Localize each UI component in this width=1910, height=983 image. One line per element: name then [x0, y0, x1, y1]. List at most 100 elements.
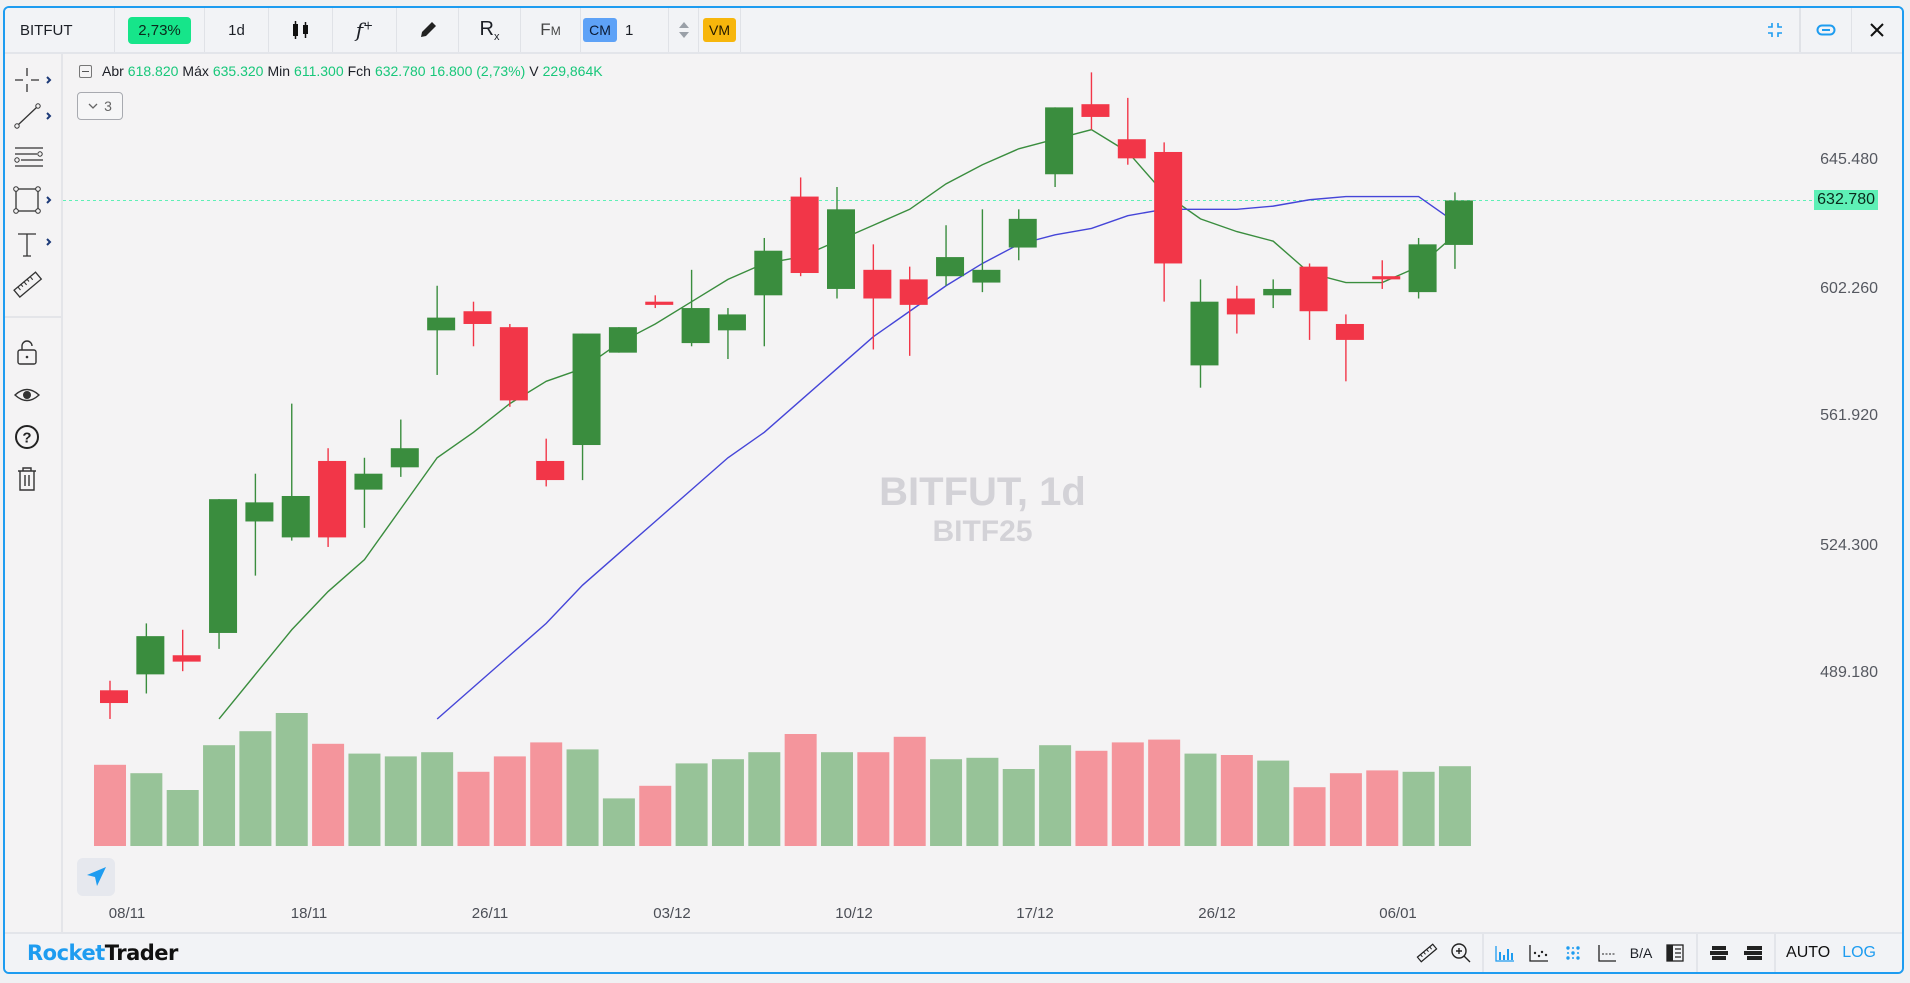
visibility-button[interactable]	[13, 378, 53, 412]
measure-button[interactable]	[1412, 938, 1442, 968]
candle	[209, 499, 238, 649]
measure-tool[interactable]	[13, 268, 53, 302]
change-value: 16.800 (2,73%)	[429, 63, 526, 79]
rockettrader-logo: RocketTrader	[27, 941, 178, 965]
vm-badge: VM	[703, 18, 736, 42]
indicators-button[interactable]: f+	[333, 8, 397, 52]
lock-drawings-button[interactable]	[13, 336, 53, 370]
cm-toggle[interactable]: CM	[581, 8, 619, 52]
link-button[interactable]	[1800, 8, 1852, 52]
indicators-toggle[interactable]: 3	[77, 92, 123, 120]
layout-right-button[interactable]	[1738, 938, 1768, 968]
volume-bar	[1075, 750, 1108, 846]
trendline-tool[interactable]	[13, 100, 53, 134]
logo-part1: Rocket	[27, 941, 105, 965]
close-button[interactable]	[1852, 8, 1902, 52]
timeframe-label: 1d	[228, 21, 245, 39]
quantity-input[interactable]: 1	[619, 8, 669, 52]
volume-bar	[566, 749, 599, 846]
collapse-button[interactable]	[1750, 8, 1800, 52]
rectangle-tool[interactable]	[13, 184, 53, 218]
top-toolbar: BITFUT 2,73% 1d f+ Rx FM CM 1 VM	[5, 8, 1902, 54]
candle	[790, 177, 819, 277]
candle	[499, 323, 528, 407]
trendline-icon	[14, 103, 52, 129]
bottom-toolbar: RocketTrader	[5, 932, 1902, 972]
ohlc-legend: Abr 618.820 Máx 635.320 Min 611.300 Fch …	[79, 63, 603, 79]
book-panel-button[interactable]	[1660, 938, 1690, 968]
close-icon	[1870, 23, 1884, 37]
volume-bar	[1111, 742, 1144, 846]
draw-button[interactable]	[397, 8, 459, 52]
candle	[936, 225, 965, 286]
delete-drawings-button[interactable]	[13, 462, 53, 496]
volume-bar	[1329, 773, 1362, 846]
vm-toggle[interactable]: VM	[699, 8, 741, 52]
volume-bar	[857, 752, 890, 846]
auto-scale-button[interactable]: AUTO	[1786, 944, 1831, 961]
volume-bar	[203, 745, 236, 846]
price-tick-label: 602.260	[1820, 280, 1878, 297]
layout-left-button[interactable]	[1704, 938, 1734, 968]
candle	[1444, 192, 1473, 269]
minimize-icon	[1767, 23, 1782, 37]
navigate-button[interactable]	[77, 858, 115, 896]
rx-button[interactable]: Rx	[459, 8, 521, 52]
volume-bar	[639, 785, 672, 846]
bid-ask-button[interactable]: B/A	[1626, 938, 1656, 968]
collapse-legend-button[interactable]	[79, 64, 92, 78]
zoom-in-button[interactable]	[1446, 938, 1476, 968]
quantity-stepper[interactable]	[669, 8, 699, 52]
date-tick-label: 08/11	[108, 905, 146, 922]
text-tool[interactable]	[13, 228, 53, 262]
close-label: Fch	[347, 63, 371, 79]
volume-bar	[930, 759, 963, 846]
volume-bar	[1184, 753, 1217, 846]
dots-toggle-button[interactable]	[1558, 938, 1588, 968]
horizontal-lines-icon	[14, 147, 43, 167]
unlock-icon	[17, 340, 37, 365]
log-scale-button[interactable]: LOG	[1842, 944, 1876, 961]
drawing-toolbar: ?	[5, 54, 63, 932]
chart-area[interactable]: Abr 618.820 Máx 635.320 Min 611.300 Fch …	[63, 54, 1902, 932]
volume-bar	[94, 764, 126, 846]
candlestick-icon	[292, 21, 308, 39]
price-tick-label: 645.480	[1820, 151, 1878, 168]
date-tick-label: 06/01	[1379, 905, 1417, 922]
help-icon: ?	[15, 425, 39, 449]
chevron-down-icon	[88, 103, 98, 109]
fm-button[interactable]: FM	[521, 8, 581, 52]
candle	[536, 438, 565, 487]
help-button[interactable]: ?	[13, 420, 53, 454]
scatter-toggle-button[interactable]	[1524, 938, 1554, 968]
volume-label: V	[529, 63, 539, 79]
volume-bar	[275, 713, 308, 846]
high-value: 635.320	[212, 63, 264, 79]
volume-toggle-button[interactable]	[1490, 938, 1520, 968]
candle	[245, 473, 274, 576]
candle	[1226, 285, 1255, 334]
date-tick-label: 26/11	[471, 905, 509, 922]
scale-group: AUTO LOG	[1774, 934, 1902, 972]
symbol-selector[interactable]: BITFUT	[5, 8, 115, 52]
open-value: 618.820	[127, 63, 179, 79]
crosshair-tool[interactable]	[13, 64, 53, 98]
high-label: Máx	[182, 63, 209, 79]
cm-badge: CM	[583, 18, 617, 42]
volume-bar	[1438, 766, 1471, 846]
price-chart[interactable]	[63, 54, 1904, 934]
chart-type-button[interactable]	[269, 8, 333, 52]
layout-stack-icon	[1710, 946, 1729, 960]
date-tick-label: 03/12	[653, 905, 691, 922]
fib-lines-tool[interactable]	[13, 142, 53, 176]
pencil-icon	[420, 22, 436, 37]
timeframe-button[interactable]: 1d	[205, 8, 269, 52]
volume-bar	[784, 734, 817, 846]
stepper-arrows-icon	[678, 22, 689, 38]
candle	[1408, 237, 1437, 299]
volume-bar	[1366, 770, 1399, 846]
quantity-value: 1	[625, 21, 634, 39]
zoom-in-icon	[1451, 943, 1471, 963]
candle	[1372, 260, 1401, 289]
axis-toggle-button[interactable]	[1592, 938, 1622, 968]
